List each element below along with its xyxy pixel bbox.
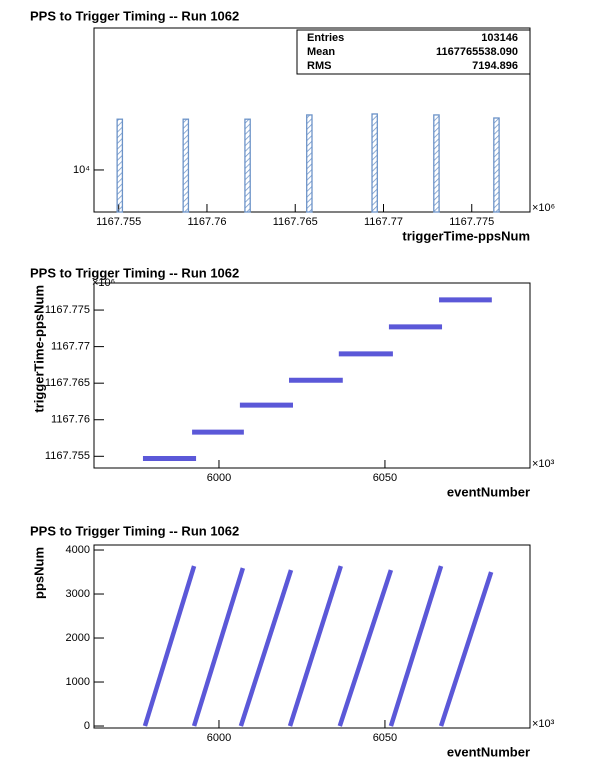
plot-frame: [93, 544, 531, 729]
chart-panel: PPS to Trigger Timing -- Run 1062 1167.75…: [30, 8, 555, 243]
data-segment: [438, 571, 494, 727]
histogram-bar: [244, 118, 251, 213]
x-tick-label: 1167.755: [96, 216, 141, 228]
chart-title: PPS to Trigger Timing -- Run 1062: [30, 265, 239, 280]
x-tick-label: 1167.76: [187, 216, 226, 228]
data-segment: [287, 565, 343, 727]
stats-value: 7194.896: [472, 60, 518, 72]
y-axis-label: triggerTime-ppsNum: [31, 285, 46, 413]
histogram-bar: [371, 113, 378, 213]
y-tick-label: 2000: [66, 632, 90, 644]
stats-label: RMS: [307, 60, 331, 72]
x-tick-label: 6050: [373, 732, 397, 744]
x-tick-label: 6050: [373, 472, 397, 484]
x-axis-label: eventNumber: [447, 744, 530, 759]
stats-value: 103146: [481, 32, 518, 44]
stats-label: Mean: [307, 46, 335, 58]
histogram-bar: [433, 114, 440, 213]
chart-title: PPS to Trigger Timing -- Run 1062: [30, 523, 239, 538]
x-tick-label: 6000: [207, 472, 231, 484]
x-multiplier: ×10³: [532, 718, 555, 730]
chart-panel: PPS to Trigger Timing -- Run 1062 6000 605…: [30, 523, 555, 759]
chart-panel: PPS to Trigger Timing -- Run 1062 6000 605…: [30, 265, 555, 499]
y-tick-label: 1000: [66, 676, 90, 688]
histogram-bar: [116, 118, 124, 213]
y-tick-label: 1167.775: [45, 304, 90, 316]
data-segment: [191, 567, 246, 727]
data-segment: [142, 565, 197, 727]
data-segment: [238, 569, 294, 727]
x-tick-label: 1167.77: [364, 216, 403, 228]
histogram-bar: [306, 114, 313, 213]
x-multiplier: ×10³: [532, 458, 555, 470]
stats-box: [296, 29, 531, 75]
y-tick-label: 4000: [66, 544, 90, 556]
y-tick-label: 1167.755: [45, 450, 90, 462]
x-tick-label: 1167.775: [449, 216, 494, 228]
chart-title: PPS to Trigger Timing -- Run 1062: [30, 8, 239, 23]
y-multiplier: ×10⁶: [92, 277, 115, 289]
stats-label: Entries: [307, 32, 344, 44]
y-tick-label: 1167.77: [51, 341, 90, 353]
x-tick-label: 1167.765: [273, 216, 318, 228]
x-multiplier: ×10⁶: [532, 202, 555, 214]
y-tick-label: 1167.76: [51, 414, 90, 426]
histogram-bar: [182, 118, 190, 213]
x-axis-label: eventNumber: [447, 484, 530, 499]
y-tick-label: 10⁴: [73, 164, 90, 176]
histogram-bar: [493, 117, 500, 213]
plot-frame: [93, 282, 531, 469]
y-tick-label: 0: [84, 720, 90, 732]
x-axis-label: triggerTime-ppsNum: [402, 228, 530, 243]
x-tick-label: 6000: [207, 732, 231, 744]
stats-value: 1167765538.090: [436, 46, 518, 58]
y-axis-label: ppsNum: [31, 547, 46, 599]
y-tick-label: 3000: [66, 588, 90, 600]
y-tick-label: 1167.765: [45, 377, 90, 389]
data-segment: [388, 565, 444, 727]
data-segment: [337, 569, 394, 727]
